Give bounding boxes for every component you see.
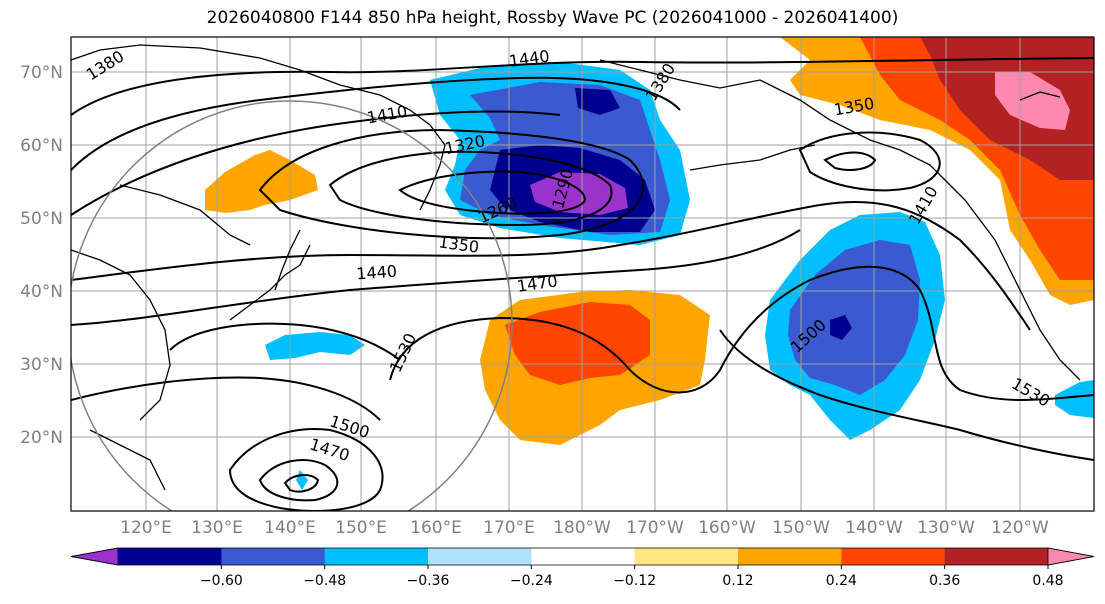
colorbar-segment <box>634 548 739 565</box>
lat-label: 30°N <box>20 355 63 375</box>
lon-label: 170°W <box>626 518 684 538</box>
lat-label: 70°N <box>20 63 63 83</box>
lat-label: 60°N <box>20 136 63 156</box>
colorbar-tick-label: 0.48 <box>1032 573 1063 589</box>
longitude-axis: 120°E 130°E 140°E 150°E 160°E 170°E 180°… <box>120 518 1049 538</box>
lon-label: 180°W <box>553 518 611 538</box>
colorbar-tick-label: 0.12 <box>722 573 753 589</box>
lon-label: 150°W <box>772 518 830 538</box>
map-frame <box>70 36 1095 512</box>
range-circle <box>71 100 513 511</box>
positive-anomaly-west <box>205 150 318 213</box>
lon-label: 140°W <box>845 518 903 538</box>
contour-label: 1380 <box>83 46 128 84</box>
contour-label: 1410 <box>905 183 942 228</box>
lon-label: 150°E <box>335 518 387 538</box>
colorbar-tick-label: −0.48 <box>303 573 346 589</box>
contour-label: 1470 <box>516 271 559 295</box>
colorbar-segment <box>221 548 326 565</box>
contour-label: 1440 <box>356 262 398 284</box>
colorbar-outline <box>70 547 1095 566</box>
lat-label: 40°N <box>20 282 63 302</box>
colorbar-segment <box>841 548 946 565</box>
lon-label: 160°E <box>410 518 462 538</box>
contour-label: 1350 <box>437 232 480 256</box>
colorbar-tick-label: −0.12 <box>613 573 656 589</box>
graticule <box>71 37 1094 511</box>
colorbar-segment <box>428 548 532 565</box>
colorbar-extend-high <box>1047 547 1095 566</box>
colorbar-tick-label: −0.60 <box>200 573 243 589</box>
colorbar-extend-low <box>70 547 119 566</box>
colorbar-segment <box>531 548 636 565</box>
negative-anomaly-small-west <box>265 332 365 360</box>
colorbar-segment <box>118 548 222 565</box>
latitude-axis: 70°N 60°N 50°N 40°N 30°N 20°N <box>20 63 63 448</box>
lon-label: 120°W <box>991 518 1049 538</box>
lon-label: 120°E <box>120 518 172 538</box>
lon-label: 130°E <box>191 518 243 538</box>
colorbar-segment <box>944 548 1049 565</box>
lat-label: 20°N <box>20 428 63 448</box>
contour-label: 1410 <box>365 102 408 128</box>
colorbar-tick-label: 0.36 <box>929 573 960 589</box>
colorbar: −0.60 −0.48 −0.36 −0.24 −0.12 0.12 0.24 0.36 0.4… <box>70 547 1095 589</box>
height-contours <box>71 57 1094 511</box>
lon-label: 140°E <box>264 518 316 538</box>
negative-anomaly-southeast <box>1055 380 1094 418</box>
colorbar-segment <box>738 548 842 565</box>
lon-label: 130°W <box>917 518 975 538</box>
colorbar-tick-label: −0.36 <box>407 573 450 589</box>
colorbar-tick-label: 0.24 <box>826 573 857 589</box>
contour-label: 1380 <box>641 60 679 105</box>
colorbar-segment <box>324 548 429 565</box>
map-title: 2026040800 F144 850 hPa height, Rossby W… <box>206 8 899 28</box>
lon-label: 170°E <box>483 518 535 538</box>
lat-label: 50°N <box>20 209 63 229</box>
colorbar-tick-label: −0.24 <box>510 573 553 589</box>
contour-label: 1530 <box>1008 374 1053 411</box>
lon-label: 160°W <box>698 518 756 538</box>
